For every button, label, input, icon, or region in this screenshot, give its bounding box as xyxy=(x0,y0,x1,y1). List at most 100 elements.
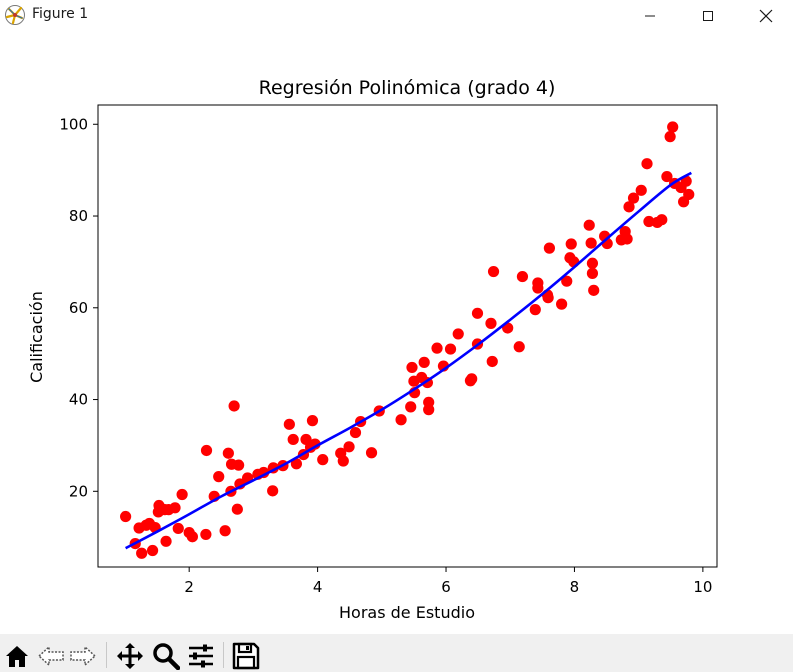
figure-canvas[interactable]: Regresión Polinómica (grado 4) Horas de … xyxy=(0,31,793,634)
x-axis-label: Horas de Estudio xyxy=(339,603,475,622)
back-button[interactable] xyxy=(36,641,66,671)
forward-arrow-icon xyxy=(70,645,97,667)
zoom-button[interactable] xyxy=(151,641,181,671)
pan-button[interactable] xyxy=(115,641,145,671)
data-point xyxy=(172,522,184,535)
toolbar-separator xyxy=(223,642,224,668)
data-point xyxy=(186,531,198,543)
data-point xyxy=(213,471,225,483)
axis-ticks: 2 4 6 8 10 20 40 60 80 100 xyxy=(59,115,712,596)
x-tick-label: 2 xyxy=(184,578,194,596)
navigation-toolbar xyxy=(0,634,793,672)
data-point xyxy=(136,547,148,559)
data-point xyxy=(228,400,240,412)
floppy-disk-icon xyxy=(232,642,260,670)
data-point xyxy=(418,356,430,368)
data-point xyxy=(466,373,478,385)
data-point xyxy=(287,433,299,446)
minimize-button[interactable] xyxy=(621,0,679,31)
regression-line xyxy=(125,171,692,550)
data-point xyxy=(586,257,599,269)
data-point xyxy=(583,219,595,231)
home-button[interactable] xyxy=(2,641,32,671)
move-icon xyxy=(117,643,143,669)
data-point xyxy=(635,184,647,196)
title-bar: Figure 1 xyxy=(0,0,793,31)
data-point xyxy=(588,284,600,296)
app-icon xyxy=(5,5,25,25)
chart-title: Regresión Polinómica (grado 4) xyxy=(259,77,556,99)
close-icon xyxy=(759,9,773,22)
toolbar-separator xyxy=(106,642,107,668)
data-point xyxy=(444,343,457,355)
maximize-icon xyxy=(703,10,713,21)
data-point xyxy=(349,426,362,439)
save-button[interactable] xyxy=(231,641,261,671)
data-point xyxy=(423,404,435,416)
data-point xyxy=(664,131,676,143)
data-point xyxy=(146,544,159,557)
home-icon xyxy=(6,646,28,667)
y-tick-label: 40 xyxy=(69,391,88,409)
data-point xyxy=(585,237,597,249)
data-point xyxy=(200,528,212,541)
y-tick-label: 100 xyxy=(59,115,88,133)
data-point xyxy=(176,488,188,501)
configure-subplots-button[interactable] xyxy=(186,641,216,671)
data-point xyxy=(267,485,279,497)
minimize-icon xyxy=(645,15,655,16)
data-point xyxy=(431,342,443,354)
data-point xyxy=(471,307,484,319)
data-point xyxy=(231,503,243,515)
data-point xyxy=(683,188,695,201)
data-point xyxy=(343,441,355,453)
window-title: Figure 1 xyxy=(32,6,89,22)
data-point xyxy=(641,158,653,170)
back-arrow-icon xyxy=(37,645,64,667)
data-point xyxy=(487,265,500,278)
data-point xyxy=(365,447,378,459)
sliders-icon xyxy=(189,644,213,668)
data-point xyxy=(643,215,655,228)
data-point xyxy=(317,454,329,466)
data-point xyxy=(160,535,172,547)
data-point xyxy=(656,214,668,226)
data-point xyxy=(667,121,679,133)
data-point xyxy=(283,418,295,430)
data-point xyxy=(120,510,132,523)
y-tick-label: 60 xyxy=(69,299,88,317)
data-point xyxy=(169,502,181,514)
close-button[interactable] xyxy=(737,0,793,31)
axes-frame xyxy=(97,104,718,568)
magnifier-icon xyxy=(153,643,180,670)
data-point xyxy=(405,401,417,413)
data-point xyxy=(200,444,213,457)
data-point xyxy=(337,455,349,467)
x-tick-label: 4 xyxy=(313,578,323,596)
y-tick-label: 80 xyxy=(69,207,88,225)
y-tick-label: 20 xyxy=(69,482,88,500)
y-axis-label: Calificación xyxy=(27,291,46,383)
data-point xyxy=(309,438,321,450)
data-point xyxy=(542,292,554,304)
data-point xyxy=(395,414,407,426)
x-tick-label: 6 xyxy=(441,578,451,596)
maximize-button[interactable] xyxy=(679,0,737,31)
data-point xyxy=(516,270,529,283)
data-point xyxy=(627,192,640,204)
data-point xyxy=(623,201,635,213)
data-point xyxy=(452,328,464,340)
forward-button[interactable] xyxy=(68,641,98,671)
data-point xyxy=(290,458,303,470)
data-point xyxy=(513,341,525,353)
data-point xyxy=(586,267,599,279)
data-point xyxy=(306,415,319,427)
data-point xyxy=(621,233,633,245)
data-point xyxy=(561,275,573,287)
data-point xyxy=(485,317,497,329)
data-point xyxy=(543,242,556,254)
regression-chart: Regresión Polinómica (grado 4) Horas de … xyxy=(27,77,718,622)
data-point xyxy=(532,282,544,294)
data-point xyxy=(406,361,418,374)
data-point xyxy=(219,525,231,537)
